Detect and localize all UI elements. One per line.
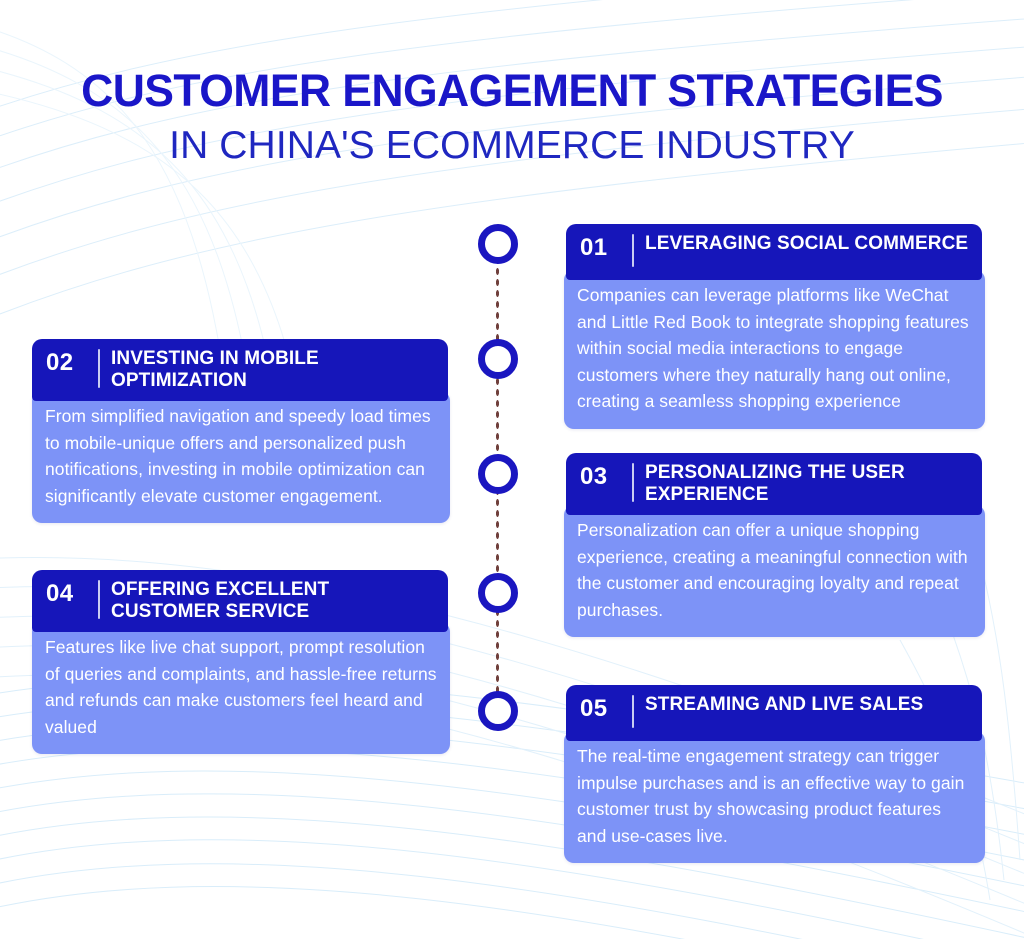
card-body-04: Features like live chat support, prompt … bbox=[32, 622, 450, 755]
card-body-text-04: Features like live chat support, prompt … bbox=[45, 637, 437, 737]
card-header-03: 03 PERSONALIZING THE USER EXPERIENCE bbox=[566, 453, 982, 516]
card-title-05: STREAMING AND LIVE SALES bbox=[645, 694, 924, 715]
card-header-05: 05 STREAMING AND LIVE SALES bbox=[566, 685, 982, 741]
card-separator-icon bbox=[632, 234, 634, 267]
card-number-05: 05 bbox=[580, 695, 608, 722]
strategy-card-02[interactable]: 02 INVESTING IN MOBILE OPTIMIZATION From… bbox=[32, 339, 450, 524]
timeline bbox=[478, 224, 518, 731]
card-body-03: Personalization can offer a unique shopp… bbox=[564, 505, 985, 638]
strategy-card-03[interactable]: 03 PERSONALIZING THE USER EXPERIENCE Per… bbox=[564, 453, 985, 638]
card-body-text-01: Companies can leverage platforms like We… bbox=[577, 285, 969, 412]
card-number-02: 02 bbox=[46, 349, 74, 376]
card-title-01: LEVERAGING SOCIAL COMMERCE bbox=[645, 233, 969, 254]
page-title: CUSTOMER ENGAGEMENT STRATEGIES bbox=[81, 65, 943, 116]
card-number-04: 04 bbox=[46, 580, 74, 607]
card-title-02: INVESTING IN MOBILE OPTIMIZATION bbox=[111, 348, 319, 392]
card-title-04: OFFERING EXCELLENT CUSTOMER SERVICE bbox=[111, 579, 330, 623]
timeline-node-2[interactable] bbox=[478, 339, 518, 379]
header: CUSTOMER ENGAGEMENT STRATEGIES IN CHINA'… bbox=[0, 68, 1024, 166]
card-separator-icon bbox=[98, 580, 100, 620]
card-number-03: 03 bbox=[580, 463, 608, 490]
card-body-05: The real-time engagement strategy can tr… bbox=[564, 731, 985, 864]
card-body-02: From simplified navigation and speedy lo… bbox=[32, 391, 450, 524]
card-number-01: 01 bbox=[580, 234, 608, 261]
timeline-node-4[interactable] bbox=[478, 573, 518, 613]
card-body-text-02: From simplified navigation and speedy lo… bbox=[45, 406, 431, 506]
timeline-node-1[interactable] bbox=[478, 224, 518, 264]
strategy-card-05[interactable]: 05 STREAMING AND LIVE SALES The real-tim… bbox=[564, 685, 985, 864]
page-subtitle: IN CHINA'S ECOMMERCE INDUSTRY bbox=[169, 123, 855, 167]
card-separator-icon bbox=[632, 695, 634, 728]
card-body-01: Companies can leverage platforms like We… bbox=[564, 270, 985, 429]
card-header-04: 04 OFFERING EXCELLENT CUSTOMER SERVICE bbox=[32, 570, 448, 633]
timeline-node-3[interactable] bbox=[478, 454, 518, 494]
card-body-text-05: The real-time engagement strategy can tr… bbox=[577, 746, 965, 846]
card-header-02: 02 INVESTING IN MOBILE OPTIMIZATION bbox=[32, 339, 448, 402]
card-header-01: 01 LEVERAGING SOCIAL COMMERCE bbox=[566, 224, 982, 280]
card-title-03: PERSONALIZING THE USER EXPERIENCE bbox=[645, 462, 905, 506]
card-separator-icon bbox=[632, 463, 634, 503]
timeline-node-5[interactable] bbox=[478, 691, 518, 731]
card-body-text-03: Personalization can offer a unique shopp… bbox=[577, 520, 968, 620]
strategy-card-01[interactable]: 01 LEVERAGING SOCIAL COMMERCE Companies … bbox=[564, 224, 985, 429]
strategy-card-04[interactable]: 04 OFFERING EXCELLENT CUSTOMER SERVICE F… bbox=[32, 570, 450, 755]
card-separator-icon bbox=[98, 349, 100, 389]
